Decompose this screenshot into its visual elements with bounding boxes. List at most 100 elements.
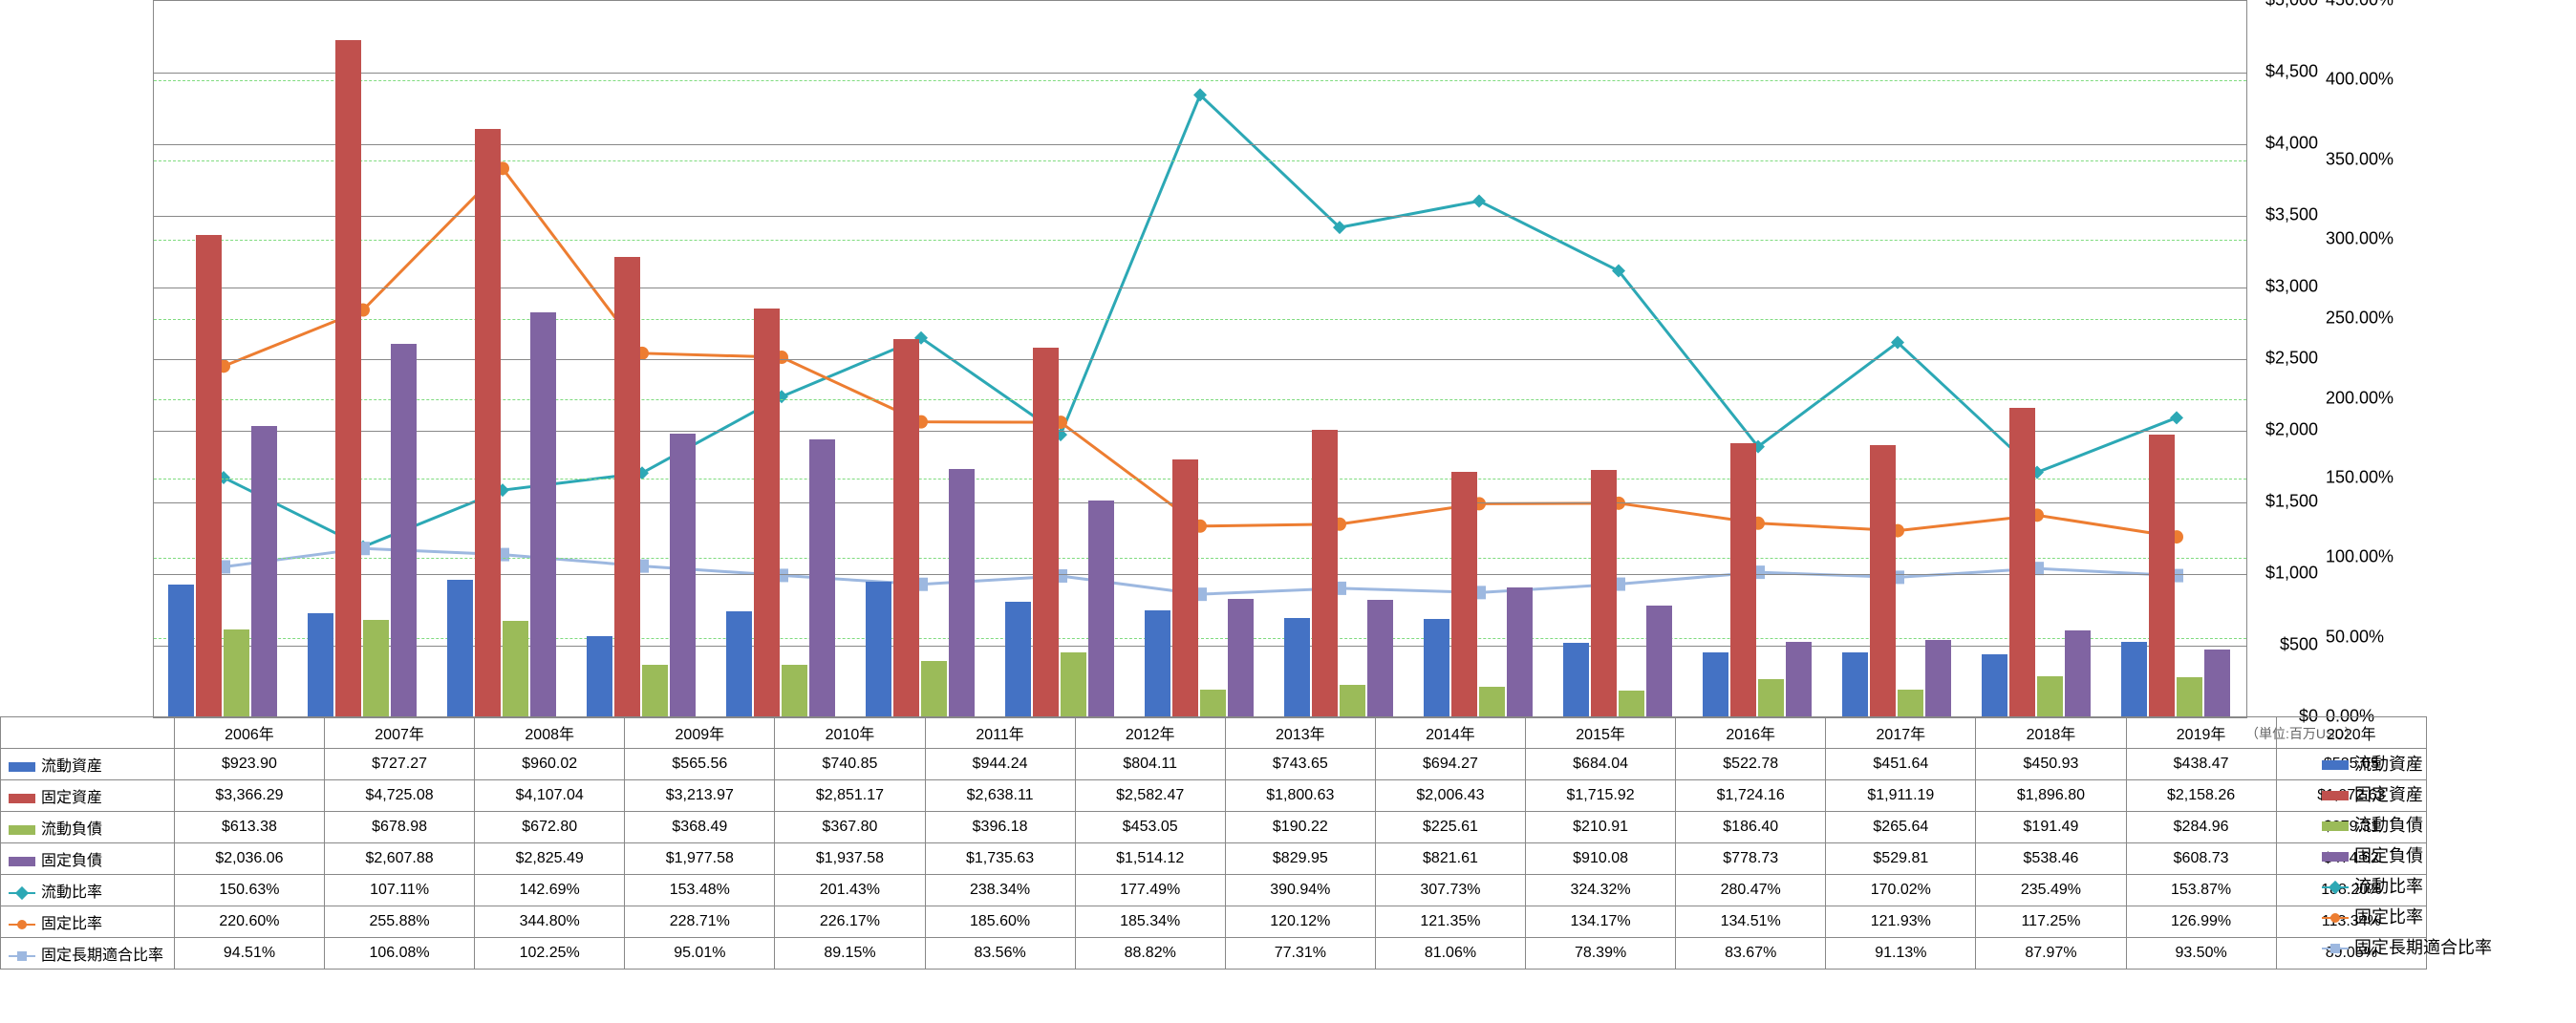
marker-s5	[1193, 88, 1207, 101]
cell-s7: 89.15%	[775, 938, 925, 970]
cell-s4: $1,514.12	[1075, 843, 1225, 875]
cell-s7: 88.82%	[1075, 938, 1225, 970]
bar-s4	[530, 312, 556, 717]
cell-s7: 83.56%	[925, 938, 1075, 970]
row-header-s5: 流動比率	[1, 875, 175, 906]
cell-s3: $367.80	[775, 812, 925, 843]
bar-s2	[196, 235, 222, 717]
cell-s5: 235.49%	[1976, 875, 2126, 906]
bar-s1	[726, 611, 752, 717]
chart-plot-area	[153, 0, 2247, 718]
cell-s2: $4,107.04	[475, 780, 625, 812]
bar-s2	[475, 129, 501, 717]
swatch-line	[2322, 917, 2349, 919]
swatch-bar	[9, 762, 35, 772]
cell-s4: $910.08	[1526, 843, 1676, 875]
bar-s1	[1563, 643, 1589, 717]
cell-s3: $284.96	[2126, 812, 2276, 843]
swatch-line	[2322, 948, 2349, 949]
gridline-secondary	[154, 479, 2246, 480]
bar-s1	[1284, 618, 1310, 717]
cell-s1: $804.11	[1075, 749, 1225, 780]
bar-s4	[2065, 630, 2091, 717]
cell-s6: 255.88%	[325, 906, 475, 938]
gridline	[154, 73, 2246, 74]
gridline	[154, 144, 2246, 145]
gridline	[154, 431, 2246, 432]
y-left-tick: $500	[2280, 635, 2318, 655]
y-right-tick: 400.00%	[2326, 70, 2394, 90]
cell-s1: $944.24	[925, 749, 1075, 780]
data-table: 2006年2007年2008年2009年2010年2011年2012年2013年…	[0, 716, 2427, 970]
column-header: 2007年	[325, 717, 475, 749]
swatch-bar	[2322, 760, 2349, 770]
cell-s2: $1,911.19	[1826, 780, 1976, 812]
gridline	[154, 359, 2246, 360]
bar-s1	[587, 636, 612, 717]
bar-s2	[893, 339, 919, 717]
cell-s7: 102.25%	[475, 938, 625, 970]
gridline	[154, 216, 2246, 217]
bar-s1	[447, 580, 473, 717]
y-left-tick: $2,500	[2265, 349, 2318, 369]
column-header: 2015年	[1526, 717, 1676, 749]
cell-s1: $923.90	[174, 749, 324, 780]
cell-s3: $191.49	[1976, 812, 2126, 843]
cell-s5: 201.43%	[775, 875, 925, 906]
cell-s3: $672.80	[475, 812, 625, 843]
cell-s6: 185.34%	[1075, 906, 1225, 938]
cell-s5: 153.48%	[625, 875, 775, 906]
cell-s2: $4,725.08	[325, 780, 475, 812]
cell-s6: 120.12%	[1225, 906, 1375, 938]
bar-s3	[1758, 679, 1784, 717]
bar-s3	[2037, 676, 2063, 717]
gridline	[154, 574, 2246, 575]
cell-s5: 307.73%	[1375, 875, 1525, 906]
bar-s2	[614, 257, 640, 717]
cell-s5: 170.02%	[1826, 875, 1976, 906]
cell-s6: 220.60%	[174, 906, 324, 938]
swatch-bar	[2322, 821, 2349, 831]
cell-s7: 78.39%	[1526, 938, 1676, 970]
bar-s4	[1088, 501, 1114, 717]
legend-item-s2: 固定資産	[2322, 781, 2570, 806]
bar-s4	[251, 426, 277, 717]
bar-s2	[335, 40, 361, 717]
cell-s3: $190.22	[1225, 812, 1375, 843]
row-header-s6: 固定比率	[1, 906, 175, 938]
cell-s1: $694.27	[1375, 749, 1525, 780]
cell-s6: 228.71%	[625, 906, 775, 938]
row-header-s4: 固定負債	[1, 843, 175, 875]
row-header-s1: 流動資産	[1, 749, 175, 780]
legend-item-s1: 流動資産	[2322, 751, 2570, 776]
swatch-bar	[2322, 852, 2349, 862]
bar-s4	[809, 439, 835, 717]
y-left-tick: $3,000	[2265, 277, 2318, 297]
column-header: 2018年	[1976, 717, 2126, 749]
column-header: 2013年	[1225, 717, 1375, 749]
bar-s4	[1507, 587, 1533, 718]
bar-s3	[1200, 690, 1226, 717]
y-left-tick: $1,000	[2265, 564, 2318, 584]
cell-s3: $225.61	[1375, 812, 1525, 843]
cell-s4: $538.46	[1976, 843, 2126, 875]
cell-s4: $1,977.58	[625, 843, 775, 875]
bar-s1	[1005, 602, 1031, 717]
bar-s3	[503, 621, 528, 717]
bar-s2	[1312, 430, 1338, 717]
bar-s3	[2177, 677, 2202, 717]
bar-s3	[224, 629, 249, 717]
cell-s7: 87.97%	[1976, 938, 2126, 970]
bar-s1	[1145, 610, 1170, 717]
gridline-secondary	[154, 558, 2246, 559]
cell-s5: 324.32%	[1526, 875, 1676, 906]
cell-s6: 126.99%	[2126, 906, 2276, 938]
column-header: 2012年	[1075, 717, 1225, 749]
bar-s2	[1033, 348, 1059, 717]
y-left-tick: $5,000	[2265, 0, 2318, 11]
cell-s1: $960.02	[475, 749, 625, 780]
bar-s1	[2121, 642, 2147, 717]
swatch-bar	[9, 857, 35, 866]
bar-s1	[168, 585, 194, 717]
swatch-line	[9, 892, 35, 894]
